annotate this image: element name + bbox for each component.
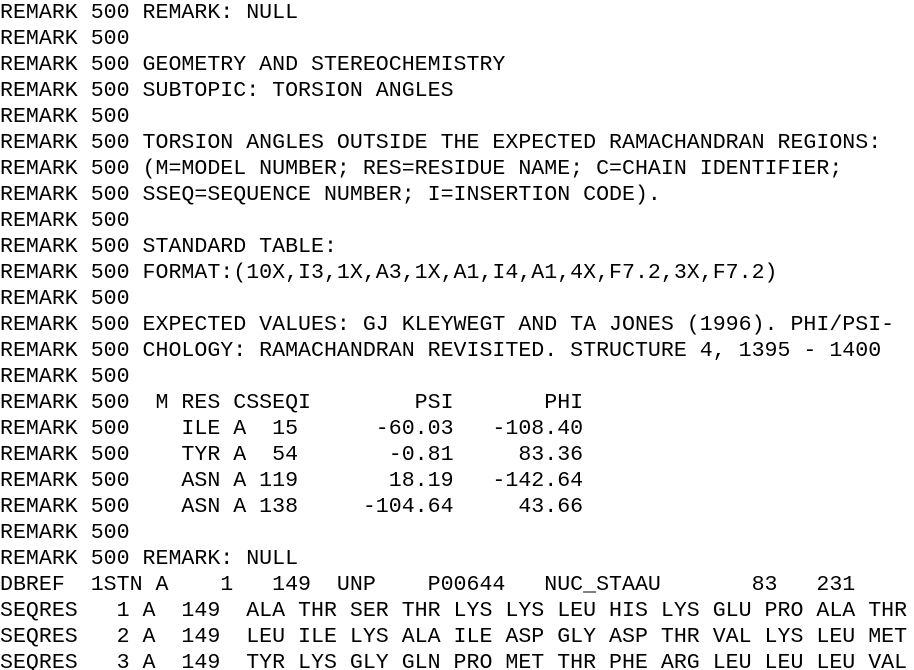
text-line: REMARK 500 [0, 209, 130, 233]
text-line: REMARK 500 ASN A 119 18.19 -142.64 [0, 469, 584, 493]
text-line: REMARK 500 [0, 365, 130, 389]
text-line: REMARK 500 CHOLOGY: RAMACHANDRAN REVISIT… [0, 339, 882, 363]
text-line: REMARK 500 TORSION ANGLES OUTSIDE THE EX… [0, 131, 882, 155]
text-line: SEQRES 1 A 149 ALA THR SER THR LYS LYS L… [0, 599, 908, 623]
text-line: REMARK 500 REMARK: NULL [0, 1, 299, 25]
text-line: REMARK 500 M RES CSSEQI PSI PHI [0, 391, 584, 415]
text-line: REMARK 500 STANDARD TABLE: [0, 235, 337, 259]
text-line: SEQRES 3 A 149 TYR LYS GLY GLN PRO MET T… [0, 651, 908, 670]
text-line: DBREF 1STN A 1 149 UNP P00644 NUC_STAAU … [0, 573, 856, 597]
text-line: REMARK 500 [0, 521, 130, 545]
text-line: REMARK 500 ASN A 138 -104.64 43.66 [0, 495, 584, 519]
text-line: REMARK 500 TYR A 54 -0.81 83.36 [0, 443, 584, 467]
text-line: REMARK 500 SUBTOPIC: TORSION ANGLES [0, 79, 454, 103]
text-line: SEQRES 2 A 149 LEU ILE LYS ALA ILE ASP G… [0, 625, 908, 649]
text-line: REMARK 500 [0, 27, 130, 51]
text-line: REMARK 500 [0, 105, 130, 129]
text-line: REMARK 500 [0, 287, 130, 311]
text-line: REMARK 500 (M=MODEL NUMBER; RES=RESIDUE … [0, 157, 843, 181]
text-line: REMARK 500 GEOMETRY AND STEREOCHEMISTRY [0, 53, 506, 77]
text-line: REMARK 500 EXPECTED VALUES: GJ KLEYWEGT … [0, 313, 895, 337]
text-line: REMARK 500 REMARK: NULL [0, 547, 299, 571]
text-line: REMARK 500 ILE A 15 -60.03 -108.40 [0, 417, 584, 441]
text-line: REMARK 500 SSEQ=SEQUENCE NUMBER; I=INSER… [0, 183, 661, 207]
text-line: REMARK 500 FORMAT:(10X,I3,1X,A3,1X,A1,I4… [0, 261, 778, 285]
